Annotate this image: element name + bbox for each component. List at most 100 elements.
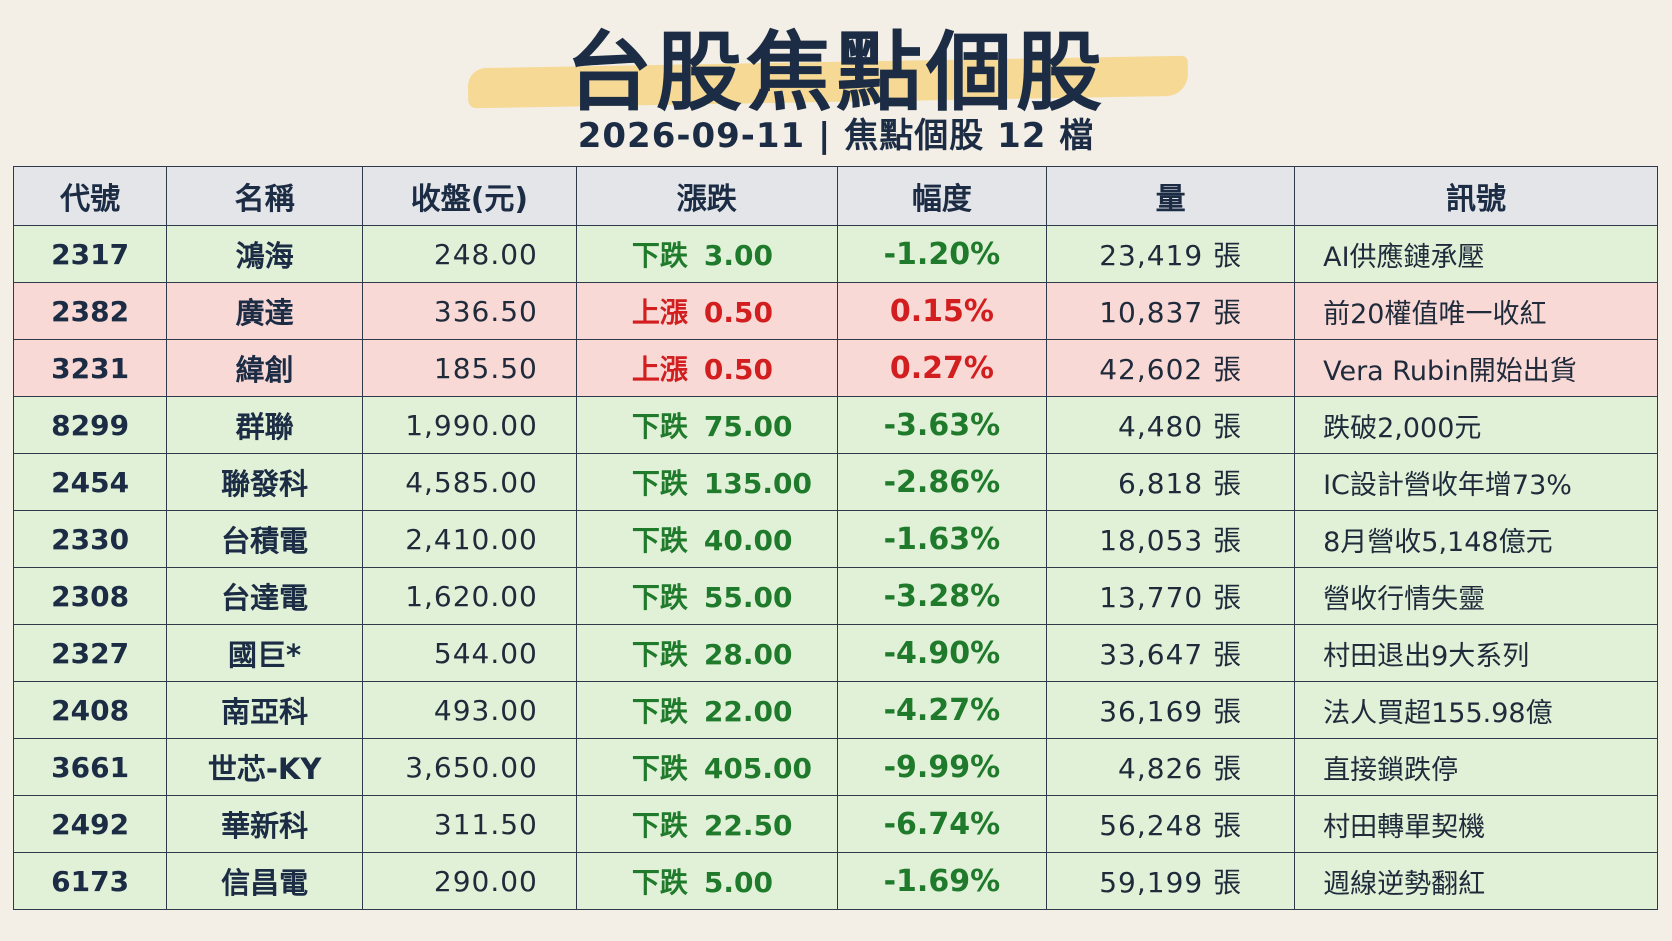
stock-name: 群聯 — [166, 396, 363, 454]
signal-text: IC設計營收年增73% — [1294, 453, 1658, 511]
col-header-code: 代號 — [12, 166, 168, 226]
signal-text: 法人買超155.98億 — [1294, 681, 1658, 739]
change-direction-label: 下跌 — [631, 239, 688, 272]
table-row: 6173 信昌電 290.00 下跌 5.00 -1.69% 59,199 張週線逆勢翻紅 — [12, 852, 1658, 910]
stock-code: 6173 — [12, 852, 168, 910]
signal-text: AI供應鏈承壓 — [1294, 225, 1658, 283]
change-percent: -4.90% — [836, 624, 1048, 682]
change-amount: 22.50 — [703, 809, 793, 842]
table-row: 3231 緯創 185.50 上漲 0.50 0.27% 42,602 張 Vera Rubi… — [12, 339, 1658, 397]
price-change: 下跌 75.00 — [575, 396, 838, 454]
change-percent: -2.86% — [836, 453, 1048, 511]
change-amount: 22.00 — [703, 695, 793, 728]
change-amount: 28.00 — [703, 638, 793, 671]
stock-name: 緯創 — [166, 339, 363, 397]
stock-code: 2408 — [12, 681, 168, 739]
change-percent: -1.20% — [836, 225, 1048, 283]
change-amount: 40.00 — [703, 524, 793, 557]
stock-code: 2308 — [12, 567, 168, 625]
stock-code: 8299 — [12, 396, 168, 454]
col-header-name: 名稱 — [166, 166, 363, 226]
volume: 59,199 張 — [1046, 852, 1296, 910]
table-body: 2317 鴻海 248.00 下跌 3.00 -1.20% 23,419 張 AI供應鏈承壓 2… — [12, 225, 1658, 910]
volume: 56,248 張 — [1046, 795, 1296, 853]
table-row: 2492 華新科 311.50 下跌 22.50 -6.74% 56,248 張村田轉單契機 — [12, 795, 1658, 853]
volume: 33,647 張 — [1046, 624, 1296, 682]
volume: 23,419 張 — [1046, 225, 1296, 283]
volume: 13,770 張 — [1046, 567, 1296, 625]
signal-text: 週線逆勢翻紅 — [1294, 852, 1658, 910]
change-percent: -4.27% — [836, 681, 1048, 739]
col-header-signal: 訊號 — [1294, 166, 1658, 226]
change-amount: 405.00 — [703, 752, 812, 785]
close-price: 1,620.00 — [362, 567, 577, 625]
stock-code: 2382 — [12, 282, 168, 340]
stock-name: 聯發科 — [166, 453, 363, 511]
change-direction-label: 下跌 — [631, 410, 688, 443]
col-header-percent: 幅度 — [836, 166, 1048, 226]
volume: 18,053 張 — [1046, 510, 1296, 568]
change-amount: 135.00 — [703, 467, 812, 500]
table-row: 2317 鴻海 248.00 下跌 3.00 -1.20% 23,419 張 AI供應鏈承壓 — [12, 225, 1658, 283]
table-row: 2454 聯發科 4,585.00 下跌 135.00 -2.86% 6,818 張 IC設計… — [12, 453, 1658, 511]
change-percent: 0.27% — [836, 339, 1048, 397]
price-change: 下跌 22.00 — [575, 681, 838, 739]
change-amount: 3.00 — [703, 239, 773, 272]
stock-name: 鴻海 — [166, 225, 363, 283]
price-change: 下跌 22.50 — [575, 795, 838, 853]
stock-name: 國巨* — [166, 624, 363, 682]
volume: 42,602 張 — [1046, 339, 1296, 397]
stock-table: 代號 名稱 收盤(元) 漲跌 幅度 量 訊號 2317 鴻海 248.00 下跌 3.0… — [12, 166, 1658, 910]
stock-name: 南亞科 — [166, 681, 363, 739]
close-price: 185.50 — [362, 339, 577, 397]
signal-text: 前20權值唯一收紅 — [1294, 282, 1658, 340]
stock-code: 2317 — [12, 225, 168, 283]
change-direction-label: 上漲 — [631, 296, 688, 329]
change-direction-label: 下跌 — [631, 638, 688, 671]
close-price: 248.00 — [362, 225, 577, 283]
signal-text: 村田退出9大系列 — [1294, 624, 1658, 682]
close-price: 311.50 — [362, 795, 577, 853]
stock-code: 3661 — [12, 738, 168, 796]
table-header-row: 代號 名稱 收盤(元) 漲跌 幅度 量 訊號 — [12, 166, 1658, 226]
price-change: 下跌 3.00 — [575, 225, 838, 283]
signal-text: 村田轉單契機 — [1294, 795, 1658, 853]
table-row: 2382 廣達 336.50 上漲 0.50 0.15% 10,837 張前20權值唯一收紅 — [12, 282, 1658, 340]
stock-code: 2492 — [12, 795, 168, 853]
close-price: 3,650.00 — [362, 738, 577, 796]
change-percent: -9.99% — [836, 738, 1048, 796]
close-price: 4,585.00 — [362, 453, 577, 511]
stock-code: 3231 — [12, 339, 168, 397]
change-amount: 75.00 — [703, 410, 793, 443]
price-change: 下跌 55.00 — [575, 567, 838, 625]
stock-code: 2330 — [12, 510, 168, 568]
volume: 36,169 張 — [1046, 681, 1296, 739]
price-change: 上漲 0.50 — [575, 282, 838, 340]
col-header-volume: 量 — [1046, 166, 1296, 226]
close-price: 1,990.00 — [362, 396, 577, 454]
stock-name: 華新科 — [166, 795, 363, 853]
signal-text: 跌破2,000元 — [1294, 396, 1658, 454]
col-header-change: 漲跌 — [575, 166, 838, 226]
change-percent: -6.74% — [836, 795, 1048, 853]
close-price: 290.00 — [362, 852, 577, 910]
table-row: 2408 南亞科 493.00 下跌 22.00 -4.27% 36,169 張法人買超15… — [12, 681, 1658, 739]
close-price: 336.50 — [362, 282, 577, 340]
volume: 4,480 張 — [1046, 396, 1296, 454]
change-percent: -3.28% — [836, 567, 1048, 625]
signal-text: 8月營收5,148億元 — [1294, 510, 1658, 568]
change-direction-label: 下跌 — [631, 752, 688, 785]
table-row: 2327 國巨* 544.00 下跌 28.00 -4.90% 33,647 張村田退出9大… — [12, 624, 1658, 682]
change-percent: -1.63% — [836, 510, 1048, 568]
close-price: 2,410.00 — [362, 510, 577, 568]
signal-text: Vera Rubin開始出貨 — [1294, 339, 1658, 397]
table-row: 2308 台達電 1,620.00 下跌 55.00 -3.28% 13,770 張營收行情… — [12, 567, 1658, 625]
stock-name: 廣達 — [166, 282, 363, 340]
close-price: 493.00 — [362, 681, 577, 739]
change-direction-label: 下跌 — [631, 581, 688, 614]
change-direction-label: 下跌 — [631, 809, 688, 842]
stock-name: 信昌電 — [166, 852, 363, 910]
price-change: 下跌 135.00 — [575, 453, 838, 511]
change-percent: -1.69% — [836, 852, 1048, 910]
price-change: 下跌 28.00 — [575, 624, 838, 682]
